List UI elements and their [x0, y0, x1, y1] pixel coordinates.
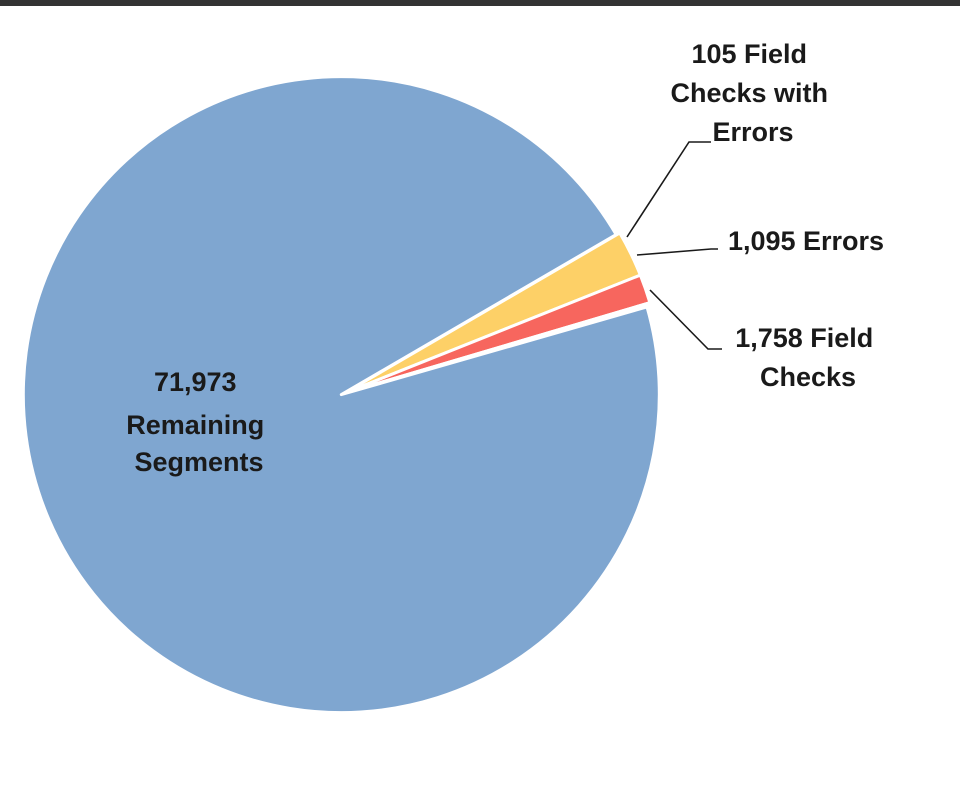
- label-remaining-segments: 71,973 Remaining Segments: [126, 367, 272, 477]
- slice-labels: 71,973 Remaining Segments 1,758 Field Ch…: [126, 39, 884, 477]
- leader-lines: [626, 141, 722, 350]
- slice-remaining-segments: [21, 75, 661, 715]
- top-border: [0, 0, 960, 6]
- leader-line-errors: [636, 248, 718, 256]
- label-field-checks: 1,758 Field Checks: [735, 323, 881, 392]
- slice-field-checks-with-errors: [343, 301, 653, 395]
- leader-line-field-checks: [649, 289, 722, 350]
- leader-line-field-checks-with-errors: [626, 141, 711, 238]
- label-field-checks-with-errors: 105 Field Checks with Errors: [670, 39, 835, 147]
- pie-slices: [21, 75, 661, 715]
- label-errors: 1,095 Errors: [728, 226, 884, 256]
